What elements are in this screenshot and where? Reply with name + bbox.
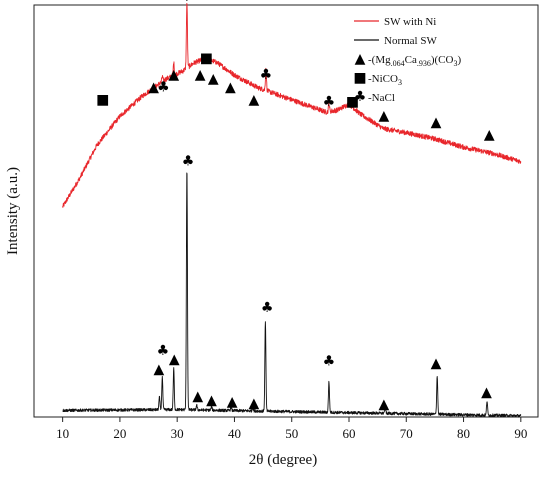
x-tick-label-90: 90 bbox=[514, 426, 527, 441]
legend-label-1: Normal SW bbox=[384, 35, 437, 47]
ni-peak-marker-triangle-14: ▲ bbox=[431, 114, 442, 130]
legend-label-part: )(CO bbox=[431, 54, 454, 66]
ni-peak-marker-triangle-13: ▲ bbox=[379, 108, 390, 124]
x-tick-label-80: 80 bbox=[457, 426, 470, 441]
normal-peak-marker-club-1: ♣ bbox=[157, 343, 170, 359]
normal-peak-marker-club-9: ♣ bbox=[323, 353, 336, 369]
legend-label-part: Ca bbox=[405, 54, 417, 66]
ni-peak-marker-triangle-6: ▲ bbox=[195, 67, 206, 83]
normal-peak-marker-club-3: ♣ bbox=[182, 154, 195, 170]
legend-label-3: -NiCO3 bbox=[368, 73, 402, 87]
normal-peak-marker-triangle-0: ▲ bbox=[153, 362, 164, 378]
legend-label-part: 3 bbox=[398, 78, 402, 87]
normal-peak-marker-triangle-12: ▲ bbox=[481, 384, 492, 400]
ni-peak-marker-club-4: ♣ bbox=[181, 0, 194, 5]
ni-peak-marker-triangle-9: ▲ bbox=[249, 92, 260, 108]
y-axis-title: Intensity (a.u.) bbox=[5, 167, 21, 255]
ni-peak-marker-square-0: ■ bbox=[96, 92, 109, 108]
normal-peak-marker-club-8: ♣ bbox=[261, 300, 274, 316]
legend-label-4: -NaCl bbox=[368, 92, 395, 104]
plot-frame bbox=[34, 5, 538, 417]
x-axis-title: 2θ (degree) bbox=[249, 452, 317, 468]
ni-peak-marker-triangle-15: ▲ bbox=[484, 127, 495, 143]
x-tick-label-70: 70 bbox=[400, 426, 413, 441]
x-axis: 10 20 30 40 50 60 70 80 90 bbox=[56, 417, 527, 441]
ni-peak-marker-triangle-7: ▲ bbox=[208, 71, 219, 87]
legend-label-part: -NaCl bbox=[368, 92, 395, 104]
ni-peak-marker-club-10: ♣ bbox=[260, 67, 273, 83]
x-tick-label-50: 50 bbox=[285, 426, 298, 441]
x-tick-label-10: 10 bbox=[56, 426, 69, 441]
ni-peak-marker-club-11: ♣ bbox=[323, 94, 336, 110]
legend-marker-triangle: ▲ bbox=[355, 51, 366, 67]
normal-peak-marker-triangle-5: ▲ bbox=[206, 393, 217, 409]
x-tick-label-30: 30 bbox=[171, 426, 184, 441]
legend-marker-club: ♣ bbox=[354, 89, 367, 105]
normal-peak-marker-triangle-2: ▲ bbox=[169, 351, 180, 367]
legend-label-0: SW with Ni bbox=[384, 16, 436, 28]
ni-peak-marker-triangle-8: ▲ bbox=[225, 79, 236, 95]
ni-peak-marker-square-5: ■ bbox=[200, 51, 213, 67]
x-tick-label-60: 60 bbox=[343, 426, 356, 441]
normal-peak-marker-triangle-10: ▲ bbox=[379, 397, 390, 413]
legend-label-2: -(Mg.064Ca.936)(CO3) bbox=[368, 54, 461, 68]
legend-label-part: ) bbox=[457, 54, 461, 66]
legend-marker-square: ■ bbox=[353, 70, 366, 86]
series-line-normal-sw bbox=[63, 173, 521, 417]
legend-label-part: -(Mg bbox=[368, 54, 391, 66]
x-tick-label-20: 20 bbox=[113, 426, 126, 441]
legend-label-part: .064 bbox=[391, 59, 405, 68]
series-line-sw-with-ni bbox=[63, 3, 521, 207]
normal-peak-marker-triangle-11: ▲ bbox=[431, 355, 442, 371]
legend-label-part: .936 bbox=[417, 59, 431, 68]
normal-peak-marker-triangle-4: ▲ bbox=[192, 388, 203, 404]
legend-label-part: -NiCO bbox=[368, 73, 398, 85]
ni-peak-marker-triangle-3: ▲ bbox=[168, 67, 179, 83]
x-tick-label-40: 40 bbox=[228, 426, 241, 441]
normal-peak-marker-triangle-7: ▲ bbox=[249, 395, 260, 411]
normal-peak-marker-triangle-6: ▲ bbox=[227, 394, 238, 410]
